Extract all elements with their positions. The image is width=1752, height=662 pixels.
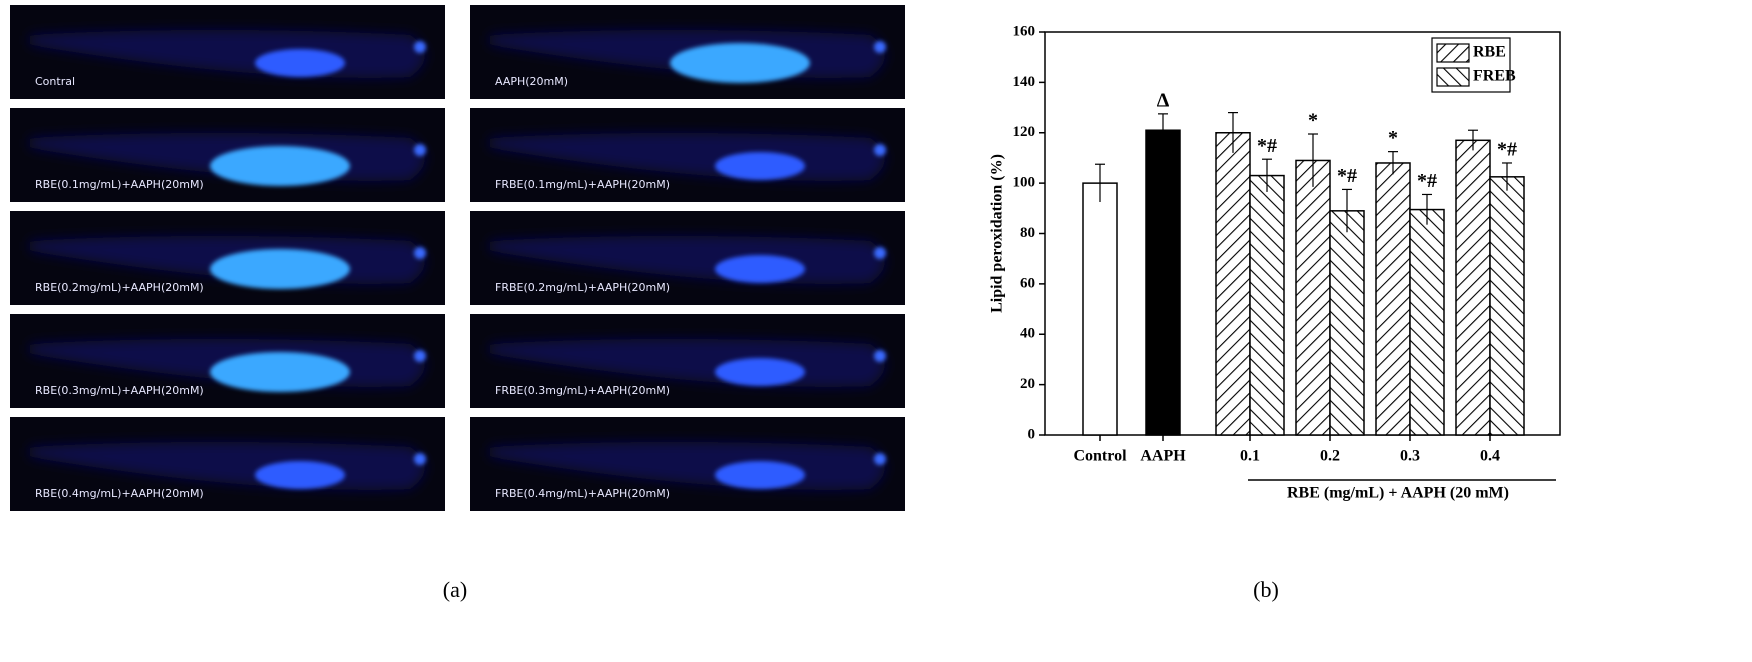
bar <box>1249 174 1285 436</box>
y-tick-label: 120 <box>1013 124 1036 140</box>
image-label: RBE(0.4mg/mL)+AAPH(20mM) <box>35 487 204 500</box>
bar <box>1329 210 1365 436</box>
image-panel: Contral AAPH(20mM) RBE(0.1mg/mL)+AAPH(20mM… <box>10 5 905 511</box>
fluorescence-yolk <box>715 358 805 386</box>
x-tick-label: 0.2 <box>1320 448 1340 465</box>
legend-swatch <box>1436 43 1470 63</box>
fluorescence-yolk <box>670 43 810 83</box>
y-tick-label: 140 <box>1013 74 1036 90</box>
fluorescence-yolk <box>715 152 805 180</box>
fish-eye <box>414 41 426 53</box>
bar <box>1409 208 1445 436</box>
fluorescence-yolk <box>255 49 345 77</box>
bar <box>1215 132 1251 436</box>
fluorescence-image: FRBE(0.4mg/mL)+AAPH(20mM) <box>470 417 905 511</box>
fish-eye <box>874 247 886 259</box>
y-tick-label: 20 <box>1020 376 1035 392</box>
bar <box>1145 129 1181 436</box>
fish-eye <box>414 247 426 259</box>
fish-eye <box>414 144 426 156</box>
fluorescence-yolk <box>715 461 805 489</box>
fish-eye <box>874 350 886 362</box>
image-label: FRBE(0.3mg/mL)+AAPH(20mM) <box>495 384 670 397</box>
x-tick-label: Control <box>1073 448 1127 465</box>
significance-mark: *# <box>1417 170 1437 192</box>
significance-mark: *# <box>1497 139 1517 161</box>
bar <box>1295 159 1331 436</box>
legend-label: RBE <box>1473 44 1506 61</box>
fluorescence-yolk <box>210 249 350 289</box>
y-tick-label: 60 <box>1020 275 1035 291</box>
y-tick-label: 160 <box>1013 23 1036 39</box>
x-tick-label: 0.3 <box>1400 448 1420 465</box>
legend-swatch <box>1436 67 1470 87</box>
image-label: RBE(0.2mg/mL)+AAPH(20mM) <box>35 281 204 294</box>
significance-mark: * <box>1388 127 1398 149</box>
y-tick-label: 0 <box>1028 426 1036 442</box>
image-label: FRBE(0.2mg/mL)+AAPH(20mM) <box>495 281 670 294</box>
fish-eye <box>414 350 426 362</box>
fluorescence-yolk <box>210 352 350 392</box>
fish-eye <box>874 453 886 465</box>
fish-eye <box>874 41 886 53</box>
fluorescence-yolk <box>255 461 345 489</box>
significance-mark: Δ <box>1157 89 1170 111</box>
image-label: RBE(0.1mg/mL)+AAPH(20mM) <box>35 178 204 191</box>
y-tick-label: 80 <box>1020 225 1035 241</box>
fluorescence-image: Contral <box>10 5 445 99</box>
fluorescence-image: RBE(0.2mg/mL)+AAPH(20mM) <box>10 211 445 305</box>
fluorescence-image: RBE(0.3mg/mL)+AAPH(20mM) <box>10 314 445 408</box>
fluorescence-image: RBE(0.1mg/mL)+AAPH(20mM) <box>10 108 445 202</box>
fish-eye <box>414 453 426 465</box>
x-tick-label: AAPH <box>1140 448 1186 465</box>
fluorescence-image: AAPH(20mM) <box>470 5 905 99</box>
bar <box>1455 139 1491 436</box>
bar <box>1375 162 1411 436</box>
y-axis-label: Lipid peroxidation (%) <box>989 154 1006 313</box>
fish-eye <box>874 144 886 156</box>
legend-label: FREB <box>1473 68 1516 85</box>
panel-label: (b) <box>1253 577 1279 602</box>
fluorescence-yolk <box>715 255 805 283</box>
x-axis-label: RBE (mg/mL) + AAPH (20 mM) <box>1287 485 1509 502</box>
image-label: FRBE(0.4mg/mL)+AAPH(20mM) <box>495 487 670 500</box>
image-label: FRBE(0.1mg/mL)+AAPH(20mM) <box>495 178 670 191</box>
fluorescence-yolk <box>210 146 350 186</box>
fluorescence-image: FRBE(0.1mg/mL)+AAPH(20mM) <box>470 108 905 202</box>
fluorescence-image: FRBE(0.2mg/mL)+AAPH(20mM) <box>470 211 905 305</box>
image-label: RBE(0.3mg/mL)+AAPH(20mM) <box>35 384 204 397</box>
significance-mark: *# <box>1337 165 1357 187</box>
significance-mark: * <box>1308 110 1318 132</box>
fluorescence-image: RBE(0.4mg/mL)+AAPH(20mM) <box>10 417 445 511</box>
y-tick-label: 100 <box>1013 175 1036 191</box>
y-tick-label: 40 <box>1020 326 1035 342</box>
fluorescence-image: FRBE(0.3mg/mL)+AAPH(20mM) <box>470 314 905 408</box>
chart: 0 20 40 60 80 100 120 140 160 Lipid peroxidation … <box>989 23 1561 502</box>
bar <box>1489 176 1525 436</box>
image-label: AAPH(20mM) <box>495 75 568 88</box>
significance-mark: *# <box>1257 135 1277 157</box>
image-label: Contral <box>35 75 75 88</box>
bar <box>1082 182 1118 436</box>
panel-label: (a) <box>443 577 467 602</box>
x-tick-label: 0.1 <box>1240 448 1260 465</box>
x-tick-label: 0.4 <box>1480 448 1500 465</box>
